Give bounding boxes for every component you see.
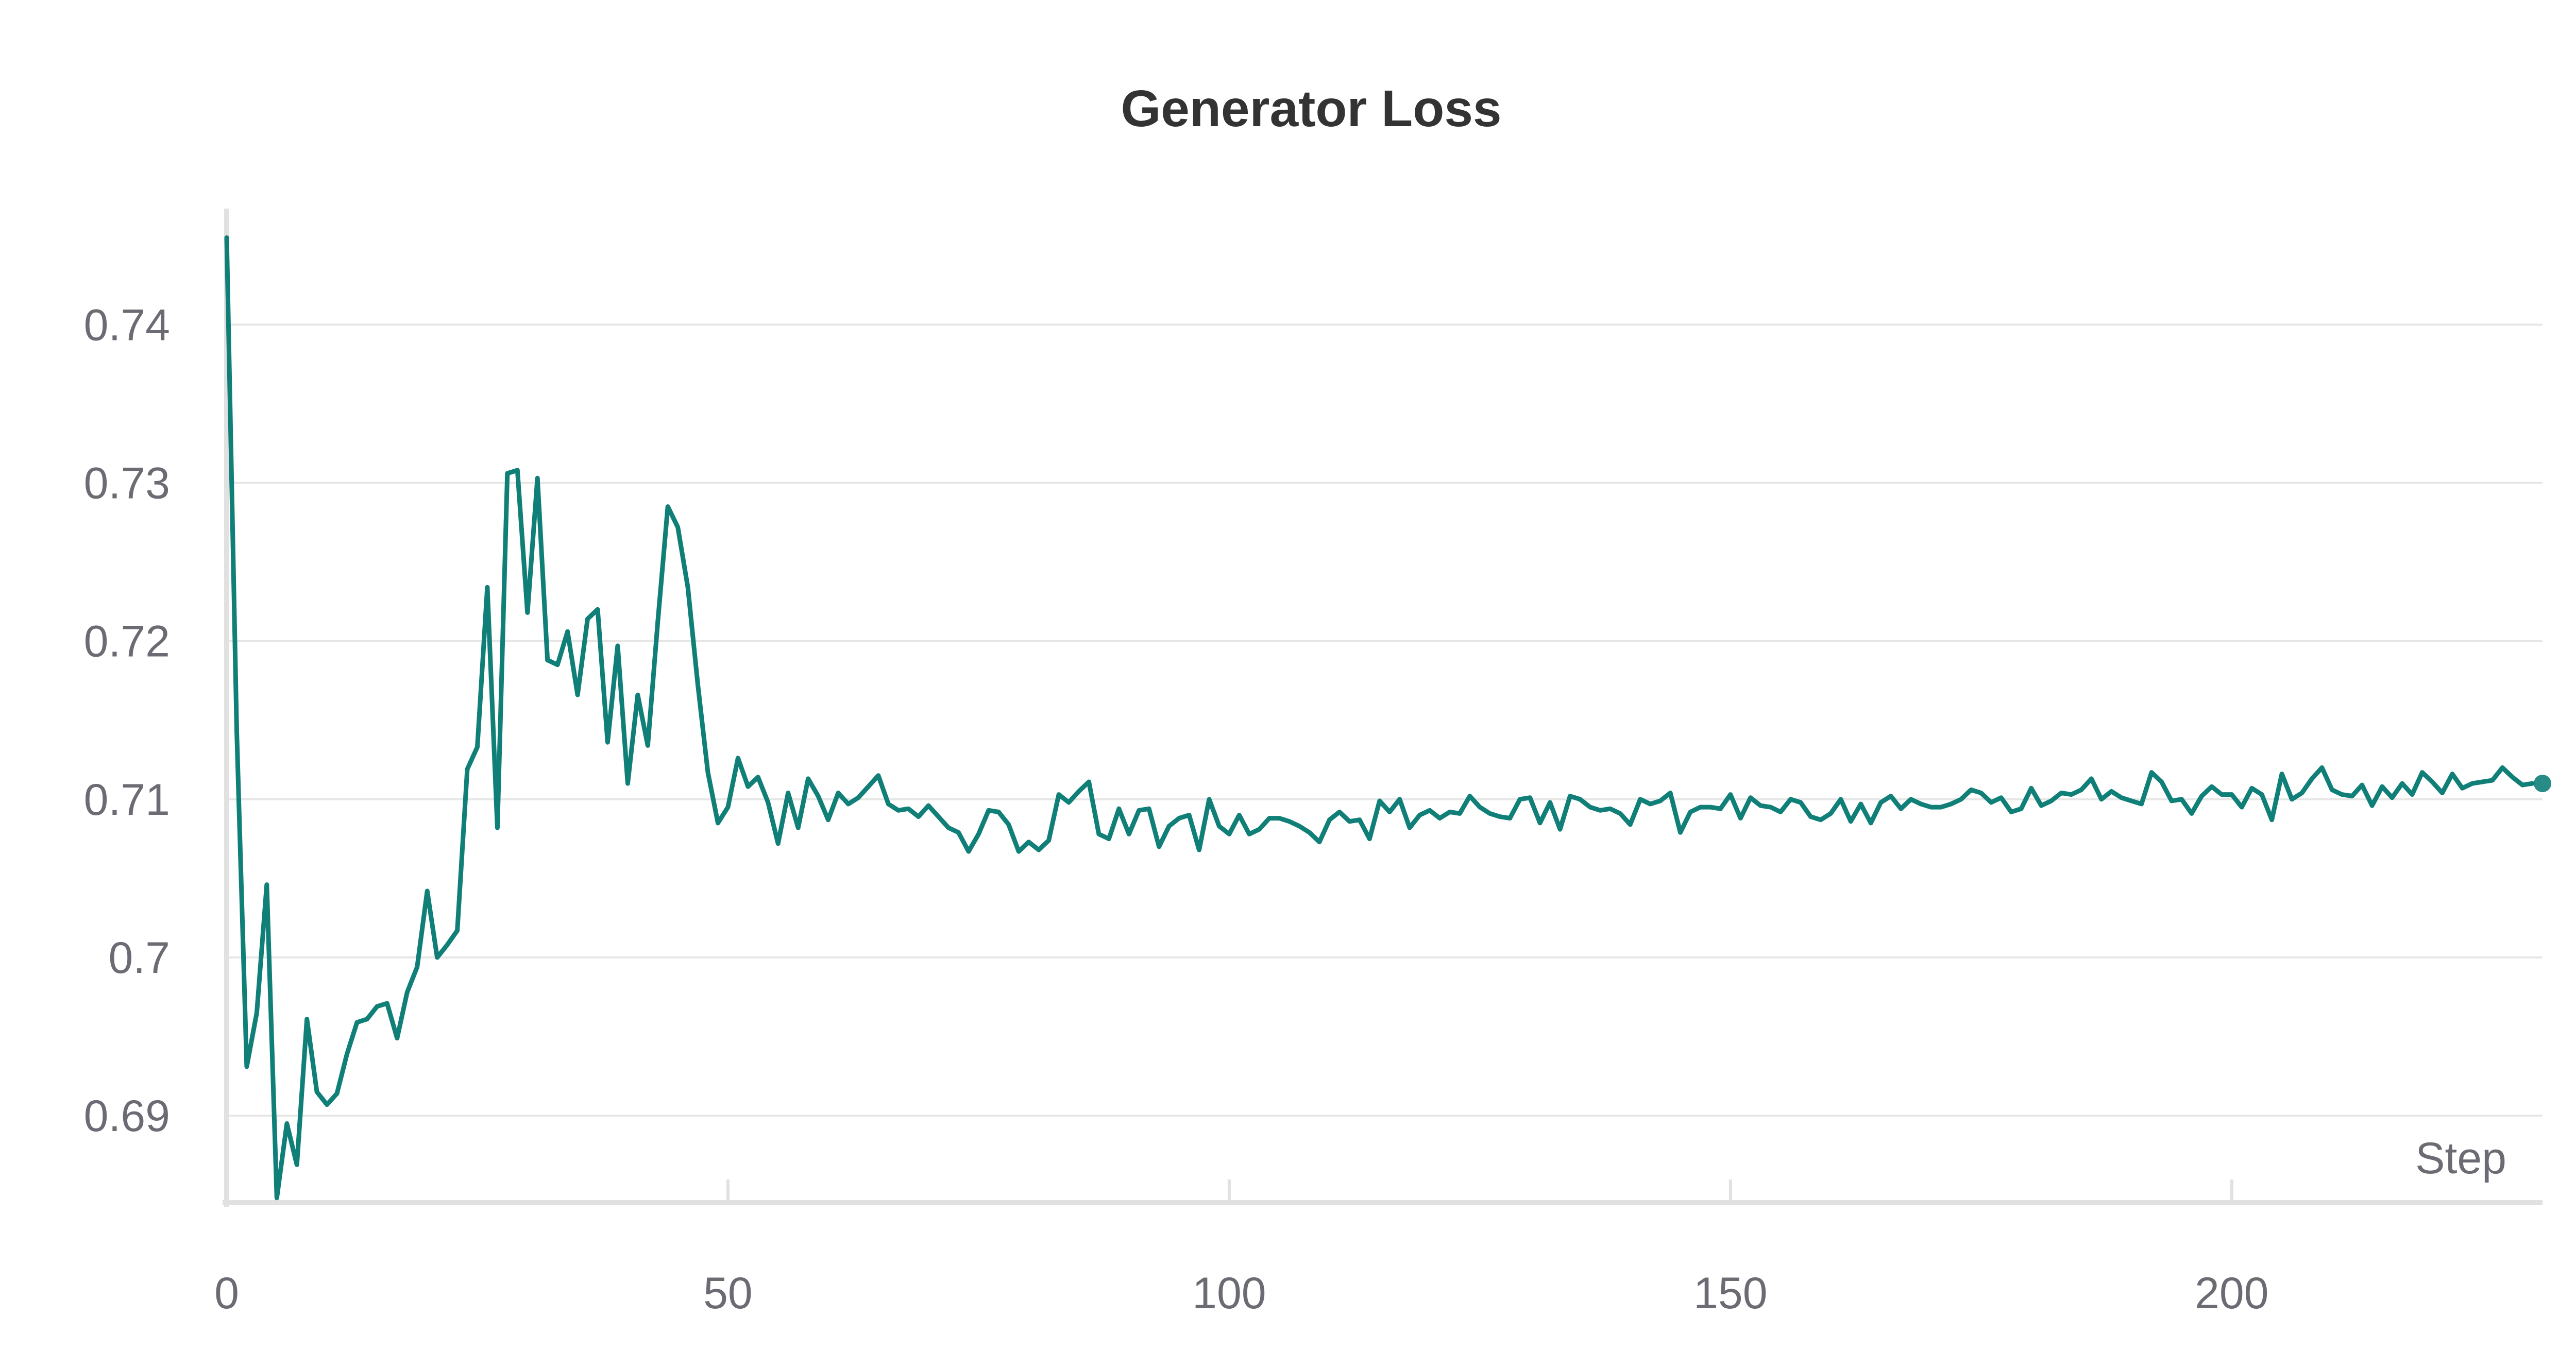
series-line	[224, 235, 2535, 1201]
series-end-point	[2534, 775, 2551, 793]
y-axis-ticks: 0.69 0.7 0.71 0.72 0.73 0.74	[84, 300, 170, 1141]
y-tick-label: 0.7	[108, 933, 170, 983]
x-tick-label: 200	[2195, 1269, 2269, 1318]
y-tick-label: 0.72	[84, 617, 170, 666]
y-tick-label: 0.69	[84, 1091, 170, 1141]
axes	[223, 209, 2543, 1207]
x-axis-ticks: 0 50 100 150 200	[214, 1179, 2269, 1318]
y-tick-label: 0.73	[84, 459, 170, 508]
chart-title: Generator Loss	[1121, 80, 1501, 138]
series-layer	[224, 235, 2551, 1201]
x-tick-label: 50	[703, 1269, 753, 1318]
gridlines	[227, 323, 2543, 1117]
x-tick-label: 0	[214, 1269, 239, 1318]
y-tick-label: 0.71	[84, 775, 170, 825]
x-tick-label: 150	[1693, 1269, 1768, 1318]
x-tick-label: 100	[1192, 1269, 1266, 1318]
y-tick-label: 0.74	[84, 300, 170, 350]
x-axis-label: Step	[2415, 1134, 2506, 1183]
